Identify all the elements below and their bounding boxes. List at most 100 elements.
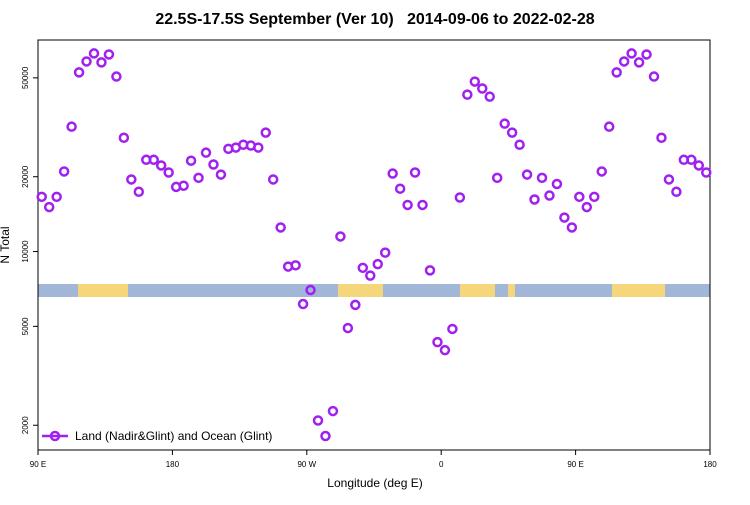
x-tick-label: 90 W [297, 460, 316, 469]
x-tick-label: 0 [439, 460, 444, 469]
land [612, 284, 665, 297]
y-tick-label: 20000 [21, 165, 30, 188]
point [409, 167, 421, 178]
point [402, 199, 413, 211]
point [499, 118, 510, 129]
point [477, 83, 488, 94]
point [394, 183, 406, 194]
point [633, 57, 645, 68]
point [81, 56, 92, 67]
point [641, 49, 652, 60]
point [693, 160, 705, 171]
point [365, 270, 376, 281]
point [432, 336, 443, 348]
point [178, 180, 189, 191]
point [103, 49, 115, 60]
point [686, 154, 697, 166]
point [589, 191, 600, 203]
x-tick-label: 180 [166, 460, 180, 469]
point [596, 166, 607, 177]
point [447, 323, 458, 335]
point [484, 91, 495, 102]
point [671, 186, 682, 198]
point [581, 201, 593, 213]
plot-frame [37, 39, 711, 451]
point [58, 166, 70, 177]
point [126, 174, 137, 185]
land [338, 284, 383, 297]
legend: Land (Nadir&Glint) and Ocean (Glint) [42, 429, 272, 443]
legend-label: Land (Nadir&Glint) and Ocean (Glint) [75, 429, 272, 443]
point [603, 121, 615, 132]
y-tick-label: 2000 [21, 416, 30, 434]
point [372, 258, 383, 270]
x-axis-label: Longitude (deg E) [327, 476, 422, 490]
point [275, 222, 286, 233]
point [462, 89, 473, 100]
point [350, 299, 361, 311]
point [66, 121, 77, 132]
point [327, 405, 339, 417]
x-tick-label: 90 E [30, 460, 46, 469]
point [626, 48, 637, 59]
land [508, 284, 515, 297]
point [215, 169, 227, 180]
point [200, 147, 212, 158]
point [357, 262, 369, 274]
point [96, 57, 107, 68]
point [514, 139, 525, 150]
point [260, 127, 271, 138]
point [290, 260, 301, 271]
point [133, 186, 145, 198]
point [648, 71, 660, 82]
point [51, 191, 62, 203]
point [111, 71, 122, 82]
point [253, 142, 264, 153]
point [574, 191, 585, 203]
legend-marker [49, 430, 61, 442]
point [544, 190, 555, 201]
point [312, 415, 324, 426]
point [387, 168, 398, 179]
point [611, 67, 622, 78]
point [417, 199, 428, 211]
point [656, 132, 667, 144]
point [491, 172, 503, 184]
point [335, 231, 346, 242]
point [148, 154, 159, 166]
y-tick-label: 10000 [21, 240, 30, 263]
point [551, 178, 563, 190]
point [193, 172, 204, 184]
chart-title: 22.5S-17.5S September (Ver 10) 2014-09-0… [155, 11, 594, 28]
point [320, 430, 331, 442]
point [36, 191, 47, 203]
point [155, 160, 167, 171]
point [521, 169, 533, 180]
point [424, 265, 436, 276]
point [73, 67, 85, 78]
point [118, 132, 130, 144]
point [342, 322, 354, 334]
point [185, 155, 197, 166]
point [454, 192, 466, 203]
y-tick-label: 50000 [21, 66, 30, 89]
point [43, 201, 55, 213]
y-tick-label: 5000 [21, 317, 30, 335]
x-tick-label: 180 [703, 460, 717, 469]
y-axis-label: N Total [0, 226, 12, 263]
point [469, 76, 481, 87]
point [379, 247, 391, 258]
point [566, 222, 578, 233]
point [163, 167, 174, 178]
point [536, 172, 548, 184]
point [208, 159, 219, 170]
point [559, 212, 570, 223]
land [460, 284, 495, 297]
point [305, 284, 316, 296]
point [88, 48, 100, 59]
point [663, 174, 675, 185]
point [618, 56, 630, 67]
point [267, 174, 279, 185]
